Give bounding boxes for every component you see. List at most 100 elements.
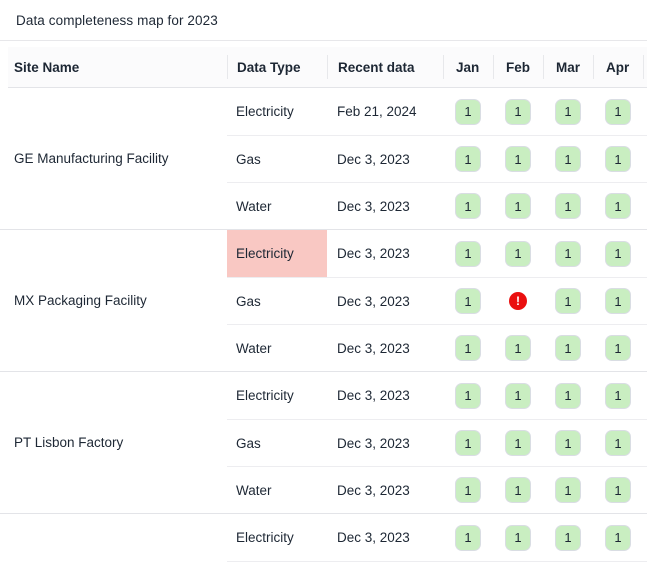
- recent-data-cell: Feb 21, 2024: [327, 88, 443, 135]
- month-count-chip[interactable]: 1: [455, 193, 481, 219]
- month-count-chip[interactable]: 1: [555, 146, 581, 172]
- month-status-cell: 1: [543, 230, 593, 277]
- data-type-label: Gas: [236, 293, 261, 309]
- column-header-jan: Jan: [443, 55, 493, 79]
- month-count-chip[interactable]: 1: [555, 193, 581, 219]
- recent-data-label: Feb 21, 2024: [337, 104, 417, 119]
- month-count-chip[interactable]: 1: [605, 193, 631, 219]
- month-status-cell: 1: [543, 88, 593, 135]
- month-status-cell: 1: [543, 467, 593, 513]
- site-name-label: PT Lisbon Factory: [14, 435, 124, 450]
- month-count-chip[interactable]: 1: [555, 382, 581, 409]
- month-count-chip[interactable]: 1: [555, 430, 581, 456]
- data-type-label: Water: [236, 198, 272, 214]
- table-row: Water Dec 3, 2023 1 1 1 1: [227, 182, 647, 229]
- month-count-chip[interactable]: 1: [605, 240, 631, 267]
- column-header-recent-data: Recent data: [327, 55, 443, 79]
- month-count-chip[interactable]: 1: [505, 240, 531, 267]
- page-title: Data completeness map for 2023: [16, 12, 218, 28]
- data-type-cell: Water: [227, 183, 327, 229]
- month-count-chip[interactable]: 1: [505, 98, 531, 125]
- site-rows: Electricity Feb 21, 2024 1 1 1 1 Gas Dec 3, 202…: [227, 88, 647, 229]
- month-status-cell: 1: [443, 467, 493, 513]
- month-status-cell: 1: [443, 278, 493, 324]
- month-count-chip[interactable]: 1: [605, 146, 631, 172]
- month-count-chip[interactable]: 1: [605, 524, 631, 551]
- month-count-chip[interactable]: 1: [505, 335, 531, 361]
- table-row: Gas Dec 3, 2023 1 1 1 1: [227, 135, 647, 182]
- data-type-cell: Gas: [227, 420, 327, 466]
- site-rows: Electricity Dec 3, 2023 1 1 1 1 Gas Dec 3, 2023…: [227, 230, 647, 371]
- data-type-label: Gas: [236, 151, 261, 167]
- month-count-chip[interactable]: 1: [505, 193, 531, 219]
- recent-data-label: Dec 3, 2023: [337, 151, 410, 167]
- month-count-chip[interactable]: 1: [455, 240, 481, 267]
- month-count-chip[interactable]: 1: [605, 430, 631, 456]
- month-status-cell: 1: [493, 420, 543, 466]
- data-type-cell: Gas: [227, 278, 327, 324]
- month-count-chip[interactable]: 1: [455, 288, 481, 314]
- column-header-feb: Feb: [493, 55, 543, 79]
- month-count-chip[interactable]: 1: [605, 477, 631, 503]
- month-status-cell: 1: [493, 372, 543, 419]
- table-row: Electricity Dec 3, 2023 1 1 1 1: [227, 372, 647, 419]
- recent-data-label: Dec 3, 2023: [337, 388, 410, 403]
- table-row: Electricity Dec 3, 2023 1 1 1 1: [227, 230, 647, 277]
- data-completeness-table: Site Name Data Type Recent data Jan Feb …: [0, 47, 647, 562]
- data-type-label: Electricity: [236, 246, 294, 261]
- month-count-chip[interactable]: 1: [455, 146, 481, 172]
- site-name-cell: [0, 514, 227, 562]
- month-count-chip[interactable]: 1: [505, 146, 531, 172]
- recent-data-label: Dec 3, 2023: [337, 482, 410, 498]
- month-count-chip[interactable]: 1: [555, 240, 581, 267]
- site-group: PT Lisbon Factory Electricity Dec 3, 2023 1…: [0, 372, 647, 514]
- data-type-label: Electricity: [236, 388, 294, 403]
- month-count-chip[interactable]: 1: [555, 98, 581, 125]
- month-count-chip[interactable]: 1: [505, 430, 531, 456]
- month-count-chip[interactable]: 1: [605, 98, 631, 125]
- month-status-cell: 1: [543, 325, 593, 371]
- month-count-chip[interactable]: 1: [455, 524, 481, 551]
- month-count-chip[interactable]: 1: [605, 288, 631, 314]
- data-type-cell: Electricity: [227, 88, 327, 135]
- month-status-cell: 1: [443, 514, 493, 561]
- recent-data-label: Dec 3, 2023: [337, 198, 410, 214]
- month-count-chip[interactable]: 1: [455, 430, 481, 456]
- month-count-chip[interactable]: 1: [505, 477, 531, 503]
- recent-data-cell: Dec 3, 2023: [327, 136, 443, 182]
- month-count-chip[interactable]: 1: [505, 382, 531, 409]
- column-header-trailing: [643, 55, 647, 79]
- month-status-cell: !: [493, 278, 543, 324]
- site-group: Electricity Dec 3, 2023 1 1 1 1: [0, 514, 647, 562]
- month-count-chip[interactable]: 1: [455, 98, 481, 125]
- month-status-cell: 1: [493, 88, 543, 135]
- recent-data-cell: Dec 3, 2023: [327, 325, 443, 371]
- month-status-cell: 1: [493, 136, 543, 182]
- month-count-chip[interactable]: 1: [505, 524, 531, 551]
- month-status-cell: 1: [593, 183, 643, 229]
- month-status-cell: 1: [593, 420, 643, 466]
- month-count-chip[interactable]: 1: [555, 335, 581, 361]
- month-status-cell: 1: [493, 514, 543, 561]
- month-count-chip[interactable]: 1: [455, 477, 481, 503]
- month-count-chip[interactable]: 1: [455, 335, 481, 361]
- data-type-cell: Electricity: [227, 372, 327, 419]
- month-count-chip[interactable]: 1: [605, 382, 631, 409]
- month-status-cell: 1: [543, 278, 593, 324]
- month-count-chip[interactable]: 1: [555, 477, 581, 503]
- month-status-cell: 1: [543, 420, 593, 466]
- month-status-cell: 1: [493, 325, 543, 371]
- month-count-chip[interactable]: 1: [455, 382, 481, 409]
- site-group: GE Manufacturing Facility Electricity Feb …: [0, 88, 647, 230]
- site-rows: Electricity Dec 3, 2023 1 1 1 1 Gas Dec 3, 2023…: [227, 372, 647, 513]
- month-count-chip[interactable]: 1: [555, 288, 581, 314]
- alert-circle-icon[interactable]: !: [509, 292, 527, 310]
- month-count-chip[interactable]: 1: [555, 524, 581, 551]
- month-status-cell: 1: [593, 372, 643, 419]
- month-status-cell: 1: [593, 514, 643, 561]
- recent-data-label: Dec 3, 2023: [337, 293, 410, 309]
- month-status-cell: 1: [443, 230, 493, 277]
- month-status-cell: 1: [443, 183, 493, 229]
- data-type-label: Water: [236, 340, 272, 356]
- month-count-chip[interactable]: 1: [605, 335, 631, 361]
